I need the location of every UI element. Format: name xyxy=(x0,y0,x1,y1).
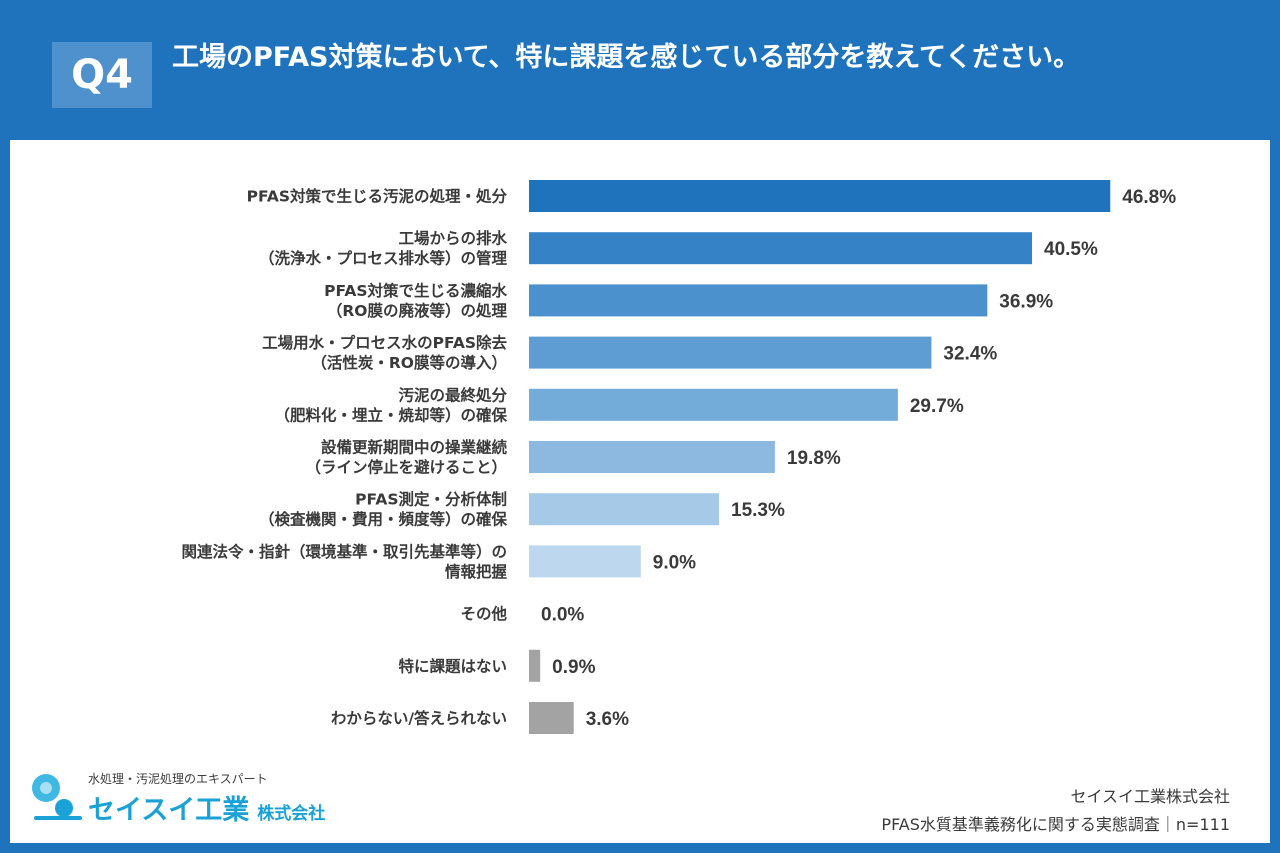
logo-name: セイスイ工業 株式会社 xyxy=(88,788,325,827)
category-label-4-line-2: （活性炭・RO膜等の導入） xyxy=(311,353,507,372)
value-label-11: 3.6% xyxy=(586,709,629,730)
bar-5 xyxy=(529,388,898,421)
category-label-1-line-1: PFAS対策で生じる汚泥の処理・処分 xyxy=(247,187,508,206)
category-label-9-line-1: その他 xyxy=(460,604,507,623)
category-label-8-line-1: 関連法令・指針（環境基準・取引先基準等）の xyxy=(181,542,507,561)
bar-8 xyxy=(529,545,641,578)
bar-1 xyxy=(529,180,1111,212)
category-label-11-line-1: わからない/答えられない xyxy=(331,709,507,728)
value-label-3: 36.9% xyxy=(999,291,1053,312)
source-company: セイスイ工業株式会社 xyxy=(1070,787,1230,806)
value-label-6: 19.8% xyxy=(787,448,841,469)
value-label-8: 9.0% xyxy=(653,552,696,573)
bar-10 xyxy=(529,649,541,682)
category-label-6-line-2: （ライン停止を避けること） xyxy=(305,458,507,477)
bar-11 xyxy=(529,702,574,734)
source-survey: PFAS水質基準義務化に関する実態調査｜n=111 xyxy=(881,815,1230,834)
value-label-10: 0.9% xyxy=(552,657,595,678)
category-label-4-line-1: 工場用水・プロセス水のPFAS除去 xyxy=(262,333,507,352)
value-label-2: 40.5% xyxy=(1044,239,1098,260)
category-label-3-line-2: （RO膜の廃液等）の処理 xyxy=(327,301,508,320)
value-label-7: 15.3% xyxy=(731,500,785,521)
logo-company-suffix: 株式会社 xyxy=(257,804,326,824)
company-logo: 水処理・汚泥処理のエキスパート セイスイ工業 株式会社 xyxy=(30,770,370,830)
logo-company-name: セイスイ工業 xyxy=(88,795,250,826)
category-label-10-line-1: 特に課題はない xyxy=(398,656,507,675)
bar-4 xyxy=(529,336,932,369)
value-label-4: 32.4% xyxy=(943,344,997,365)
category-label-5-line-2: （肥料化・埋立・焼却等）の確保 xyxy=(274,405,507,424)
question-title: 工場のPFAS対策において、特に課題を感じている部分を教えてください。 xyxy=(172,42,1081,73)
source-note: セイスイ工業株式会社 PFAS水質基準義務化に関する実態調査｜n=111 xyxy=(881,783,1230,839)
category-label-8-line-2: 情報把握 xyxy=(445,562,508,581)
category-label-2-line-1: 工場からの排水 xyxy=(398,229,507,248)
water-drop-logo-icon xyxy=(32,774,82,820)
category-label-5-line-1: 汚泥の最終処分 xyxy=(398,385,507,404)
value-label-9: 0.0% xyxy=(541,605,584,626)
category-label-3-line-1: PFAS対策で生じる濃縮水 xyxy=(324,281,507,300)
bar-2 xyxy=(529,232,1033,265)
value-label-5: 29.7% xyxy=(910,396,964,417)
bar-3 xyxy=(529,284,988,317)
value-label-1: 46.8% xyxy=(1122,187,1176,208)
category-label-7-line-2: （検査機関・費用・頻度等）の確保 xyxy=(259,510,508,529)
bar-7 xyxy=(529,493,720,526)
bar-6 xyxy=(529,441,775,473)
category-label-2-line-2: （洗浄水・プロセス排水等）の管理 xyxy=(259,249,508,268)
logo-tagline: 水処理・汚泥処理のエキスパート xyxy=(88,772,268,786)
question-number-badge: Q4 xyxy=(52,42,152,108)
category-label-7-line-1: PFAS測定・分析体制 xyxy=(355,490,507,509)
question-header: Q4 工場のPFAS対策において、特に課題を感じている部分を教えてください。 xyxy=(0,0,1280,140)
category-label-6-line-1: 設備更新期間中の操業継続 xyxy=(321,438,508,457)
